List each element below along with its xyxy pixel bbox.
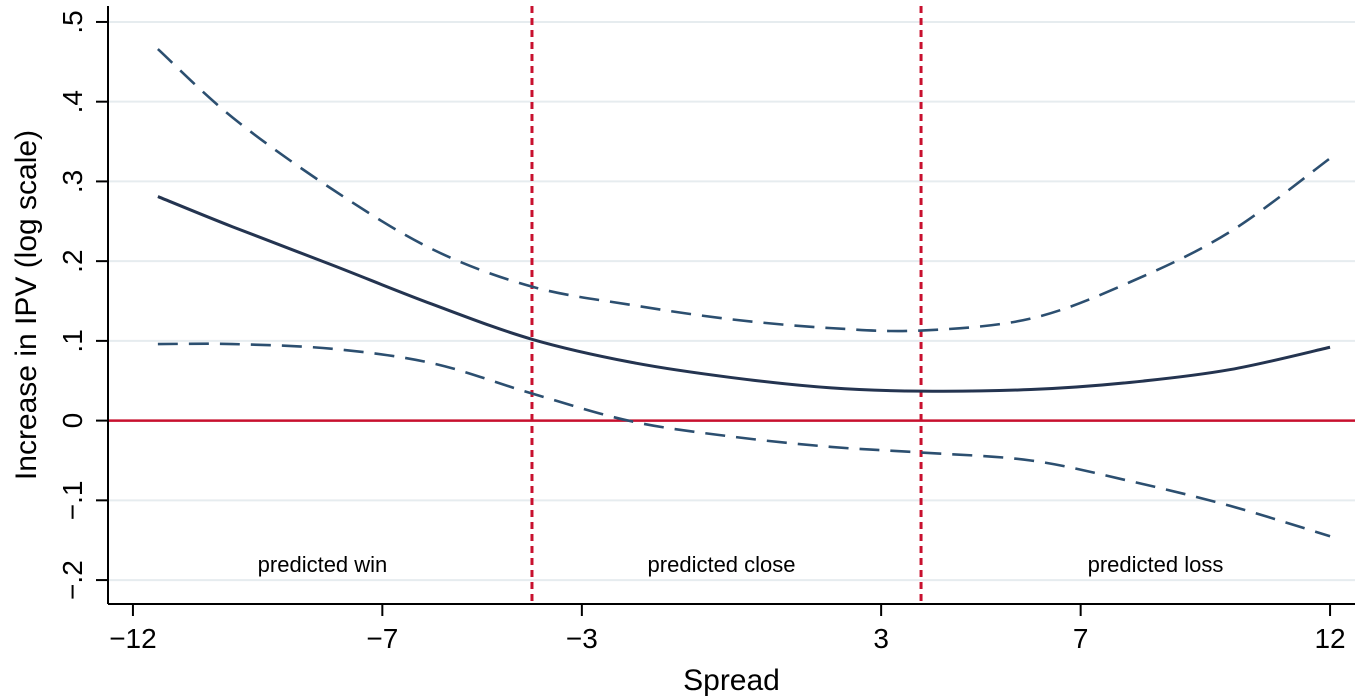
region-label: predicted win — [258, 552, 388, 577]
y-tick-label: .1 — [57, 329, 88, 352]
y-tick-label: .5 — [57, 10, 88, 33]
grid — [108, 20, 1355, 582]
point-estimate-line — [157, 195, 1331, 393]
y-tick-label: −.1 — [57, 480, 88, 520]
upper-ci-line — [157, 48, 1331, 333]
region-annotations: predicted win predicted close predicted lo… — [258, 552, 1224, 577]
y-axis-title: Increase in IPV (log scale) — [10, 130, 43, 480]
y-tick-label: .2 — [57, 249, 88, 272]
x-tick-label: 3 — [873, 623, 889, 654]
x-axis-title: Spread — [683, 664, 780, 697]
x-tick-label: 12 — [1314, 623, 1345, 654]
region-label: predicted close — [648, 552, 796, 577]
lower-ci-line — [157, 342, 1331, 538]
series-lines — [157, 48, 1331, 538]
y-tick-label: −.2 — [57, 560, 88, 600]
reference-lines — [108, 6, 1355, 604]
axes — [107, 6, 1355, 605]
x-tick-label: −3 — [566, 623, 598, 654]
y-tick-label: .4 — [57, 90, 88, 113]
x-tick-label: −12 — [109, 623, 157, 654]
y-tick-label: 0 — [57, 413, 88, 429]
x-tick-label: −7 — [366, 623, 398, 654]
tick-labels: −12 −7 −3 3 7 12 −.2 −.1 0 .1 .2 .3 .4 .5 — [57, 10, 1346, 654]
y-tick-label: .3 — [57, 170, 88, 193]
region-label: predicted loss — [1088, 552, 1224, 577]
x-tick-label: 7 — [1073, 623, 1089, 654]
